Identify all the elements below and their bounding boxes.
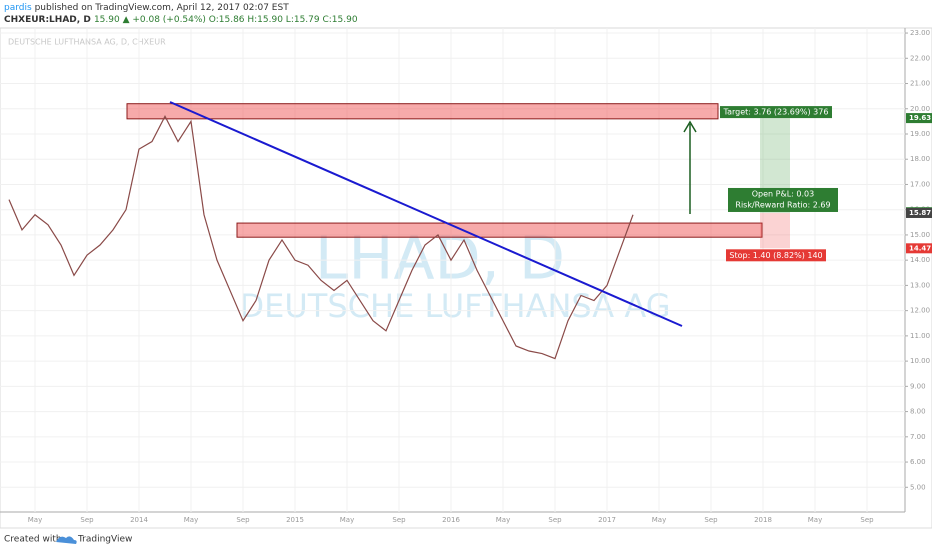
stop-label: Stop: 1.40 (8.82%) 140	[729, 251, 822, 260]
arrow-head	[683, 120, 697, 133]
pnl-box	[728, 187, 838, 212]
y-tick-label: 17.00	[910, 180, 930, 188]
y-tick-label: 13.00	[910, 281, 930, 289]
x-tick-label: 2015	[286, 516, 304, 524]
price-label: 19.63	[909, 114, 931, 122]
pnl-label: Open P&L: 0.03	[752, 189, 814, 198]
y-tick-label: 21.00	[910, 80, 930, 88]
x-tick-label: May	[340, 516, 354, 524]
symbol-line: CHXEUR:LHAD, D 15.90 ▲ +0.08 (+0.54%) O:…	[4, 15, 358, 25]
x-tick-label: Sep	[704, 516, 718, 524]
price-line	[8, 115, 634, 360]
resistance-zone	[236, 222, 763, 238]
y-tick-label: 5.00	[910, 483, 926, 491]
y-tick-label: 11.00	[910, 332, 930, 340]
quote: 15.90 ▲ +0.08 (+0.54%) O:15.86 H:15.90 L…	[93, 15, 358, 25]
author[interactable]: pardis	[4, 3, 32, 13]
header-line: pardis published on TradingView.com, Apr…	[4, 3, 289, 13]
y-tick-label: 23.00	[910, 29, 930, 37]
stop-label-box	[726, 249, 826, 262]
price-label-box	[906, 113, 932, 124]
x-tick-label: May	[28, 516, 42, 524]
y-tick-label: 22.00	[910, 54, 930, 62]
x-tick-label: Sep	[236, 516, 250, 524]
x-tick-label: Sep	[548, 516, 562, 524]
brand-logo	[56, 536, 77, 544]
x-tick-label: 2017	[598, 516, 616, 524]
y-tick-label: 12.00	[910, 307, 930, 315]
footer-brand[interactable]: TradingView	[77, 535, 132, 545]
x-tick-label: Sep	[392, 516, 406, 524]
price-label: 15.87	[909, 209, 931, 217]
price-label: 14.47	[909, 244, 931, 252]
y-tick-label: 19.00	[910, 130, 930, 138]
price-label-box	[906, 243, 932, 254]
y-tick-label: 10.00	[910, 357, 930, 365]
x-tick-label: May	[496, 516, 510, 524]
published: published on TradingView.com, April 12, …	[34, 3, 289, 13]
price-label-box	[906, 207, 932, 218]
trend-line	[169, 101, 683, 327]
y-tick-label: 8.00	[910, 408, 926, 416]
y-tick-label: 9.00	[910, 382, 926, 390]
watermark: DEUTSCHE LUFTHANSA AG	[240, 287, 671, 325]
ratio-label: Risk/Reward Ratio: 2.69	[735, 200, 830, 209]
x-tick-label: Sep	[860, 516, 874, 524]
y-tick-label: 18.00	[910, 155, 930, 163]
y-tick-label: 15.00	[910, 231, 930, 239]
stop-area	[760, 212, 790, 249]
x-tick-label: 2018	[754, 516, 772, 524]
y-tick-label: 7.00	[910, 433, 926, 441]
x-tick-label: Sep	[80, 516, 94, 524]
x-tick-label: 2016	[442, 516, 460, 524]
x-tick-label: May	[808, 516, 822, 524]
target-label: Target: 3.76 (23.69%) 376	[723, 108, 829, 117]
target-label-box	[720, 106, 832, 119]
x-tick-label: May	[652, 516, 666, 524]
y-tick-label: 6.00	[910, 458, 926, 466]
footer-created: Created with	[4, 535, 62, 545]
resistance-zone	[126, 103, 719, 120]
y-tick-label: 14.00	[910, 256, 930, 264]
x-tick-label: May	[184, 516, 198, 524]
y-tick-label: 20.00	[910, 105, 930, 113]
symbol: CHXEUR:LHAD, D	[4, 15, 91, 25]
x-tick-label: 2014	[130, 516, 148, 524]
